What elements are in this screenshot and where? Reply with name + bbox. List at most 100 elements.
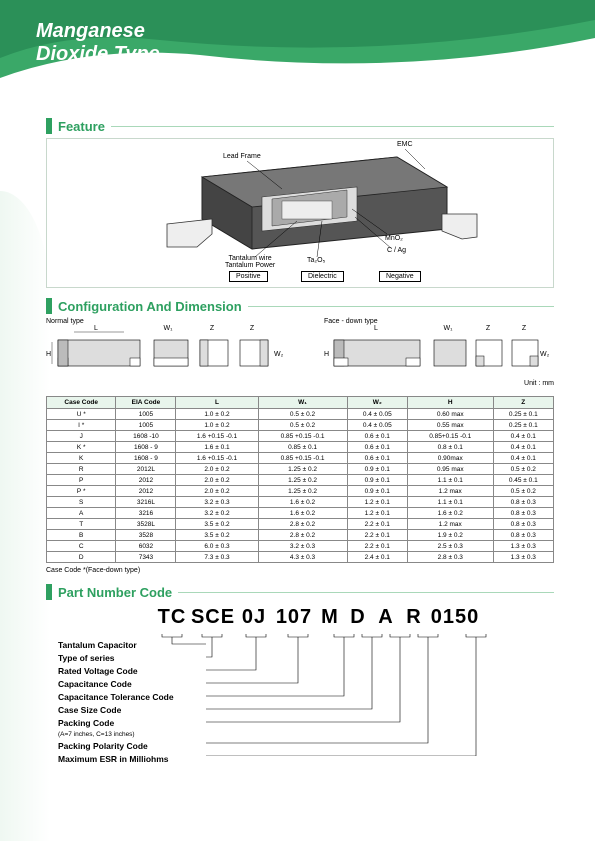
- table-row: P20122.0 ± 0.21.25 ± 0.20.9 ± 0.11.1 ± 0…: [47, 475, 554, 486]
- table-cell: 0.6 ± 0.1: [347, 453, 407, 464]
- table-header: H: [407, 397, 493, 409]
- table-cell: 3528: [116, 530, 176, 541]
- table-cell: T: [47, 519, 116, 530]
- table-cell: 6.0 ± 0.3: [176, 541, 258, 552]
- table-row: K *1608 - 91.6 ± 0.10.85 ± 0.10.6 ± 0.10…: [47, 442, 554, 453]
- table-row: A32163.2 ± 0.21.6 ± 0.21.2 ± 0.11.6 ± 0.…: [47, 508, 554, 519]
- section-bar-feature: Feature: [46, 118, 554, 134]
- table-cell: 0.85 +0.15 -0.1: [258, 431, 347, 442]
- svg-text:W₁: W₁: [164, 325, 174, 332]
- label-tantalum: Tantalum wire Tantalum Power: [225, 255, 275, 269]
- table-cell: 2.5 ± 0.3: [407, 541, 493, 552]
- table-cell: 2.2 ± 0.1: [347, 541, 407, 552]
- table-cell: 2012: [116, 475, 176, 486]
- table-header-row: Case CodeEIA CodeLW₁W₂HZ: [47, 397, 554, 409]
- table-cell: 1.2 max: [407, 519, 493, 530]
- table-cell: U *: [47, 409, 116, 420]
- table-cell: 0.8 ± 0.3: [493, 530, 553, 541]
- table-cell: P: [47, 475, 116, 486]
- table-cell: 1.3 ± 0.3: [493, 541, 553, 552]
- section-mark: [46, 584, 52, 600]
- table-cell: 1005: [116, 420, 176, 431]
- section-title-config: Configuration And Dimension: [58, 299, 242, 314]
- table-cell: 1.3 ± 0.3: [493, 552, 553, 563]
- section-line: [178, 592, 554, 593]
- table-cell: 0.95 max: [407, 464, 493, 475]
- section-title-partnum: Part Number Code: [58, 585, 172, 600]
- title-line1: Manganese: [36, 20, 145, 42]
- section-bar-partnum: Part Number Code: [46, 584, 554, 600]
- pn-label: Packing Polarity Code: [58, 741, 174, 751]
- unit-label: Unit : mm: [524, 380, 554, 387]
- section-mark: [46, 298, 52, 314]
- table-cell: 2012: [116, 486, 176, 497]
- pn-label: Tantalum Capacitor: [58, 640, 174, 650]
- section-title-feature: Feature: [58, 119, 105, 134]
- svg-text:W₂: W₂: [274, 351, 284, 358]
- table-cell: 0.4 ± 0.1: [493, 442, 553, 453]
- table-cell: 2012L: [116, 464, 176, 475]
- table-row: P *20122.0 ± 0.21.25 ± 0.20.9 ± 0.11.2 m…: [47, 486, 554, 497]
- table-cell: 2.0 ± 0.2: [176, 464, 258, 475]
- pn-label: Rated Voltage Code: [58, 666, 174, 676]
- table-cell: 0.4 ± 0.1: [493, 453, 553, 464]
- section-bar-config: Configuration And Dimension: [46, 298, 554, 314]
- table-cell: 0.6 ± 0.1: [347, 442, 407, 453]
- main-content: Feature Lead Frame EMC Tantalum wi: [46, 118, 554, 756]
- table-cell: 3.2 ± 0.3: [258, 541, 347, 552]
- table-cell: 0.5 ± 0.2: [493, 486, 553, 497]
- table-cell: 2.2 ± 0.1: [347, 530, 407, 541]
- table-cell: 3216: [116, 508, 176, 519]
- table-cell: P *: [47, 486, 116, 497]
- table-cell: 1.9 ± 0.2: [407, 530, 493, 541]
- table-cell: B: [47, 530, 116, 541]
- table-cell: 1.6 ± 0.2: [258, 497, 347, 508]
- side-decorative-curve: [0, 191, 50, 841]
- table-cell: 0.85+0.15 -0.1: [407, 431, 493, 442]
- table-row: S3216L3.2 ± 0.31.6 ± 0.21.2 ± 0.11.1 ± 0…: [47, 497, 554, 508]
- box-positive: Positive: [229, 271, 268, 282]
- table-cell: 0.5 ± 0.2: [258, 409, 347, 420]
- table-cell: 1.25 ± 0.2: [258, 464, 347, 475]
- section-mark: [46, 118, 52, 134]
- table-header: EIA Code: [116, 397, 176, 409]
- table-cell: 6032: [116, 541, 176, 552]
- pn-label: Type of series: [58, 653, 174, 663]
- table-cell: 0.9 ± 0.1: [347, 475, 407, 486]
- dimension-table: Case CodeEIA CodeLW₁W₂HZ U *10051.0 ± 0.…: [46, 396, 554, 563]
- table-cell: 3528L: [116, 519, 176, 530]
- table-header: W₂: [347, 397, 407, 409]
- table-cell: 0.55 max: [407, 420, 493, 431]
- table-cell: K: [47, 453, 116, 464]
- table-cell: 1608 - 9: [116, 453, 176, 464]
- table-row: R2012L2.0 ± 0.21.25 ± 0.20.9 ± 0.10.95 m…: [47, 464, 554, 475]
- table-cell: C: [47, 541, 116, 552]
- table-cell: 0.5 ± 0.2: [493, 464, 553, 475]
- table-cell: 2.2 ± 0.1: [347, 519, 407, 530]
- table-cell: 1.0 ± 0.2: [176, 420, 258, 431]
- pn-label: Case Size Code: [58, 705, 174, 715]
- table-cell: I *: [47, 420, 116, 431]
- config-diagram-area: Normal type Face - down type L H W₁ Z Z …: [46, 318, 554, 392]
- table-cell: 1.2 ± 0.1: [347, 497, 407, 508]
- table-cell: 1608 -10: [116, 431, 176, 442]
- dimension-drawings: L H W₁ Z Z W₂ L H W₁ Z: [46, 318, 554, 388]
- table-cell: 0.9 ± 0.1: [347, 486, 407, 497]
- label-mno2: MnO₂: [385, 235, 403, 242]
- table-cell: 0.90max: [407, 453, 493, 464]
- table-cell: 0.6 ± 0.1: [347, 431, 407, 442]
- table-cell: 2.4 ± 0.1: [347, 552, 407, 563]
- svg-text:W₁: W₁: [444, 325, 454, 332]
- table-cell: 4.3 ± 0.3: [258, 552, 347, 563]
- label-cag: C / Ag: [387, 247, 406, 254]
- pn-label: Packing Code: [58, 718, 174, 728]
- table-cell: 1.6 ± 0.1: [176, 442, 258, 453]
- table-cell: 3.5 ± 0.2: [176, 530, 258, 541]
- table-cell: 0.8 ± 0.3: [493, 497, 553, 508]
- table-cell: 2.0 ± 0.2: [176, 486, 258, 497]
- svg-text:H: H: [46, 351, 51, 358]
- table-cell: 1608 - 9: [116, 442, 176, 453]
- svg-text:L: L: [374, 325, 378, 332]
- label-lead-frame: Lead Frame: [223, 153, 261, 160]
- table-cell: J: [47, 431, 116, 442]
